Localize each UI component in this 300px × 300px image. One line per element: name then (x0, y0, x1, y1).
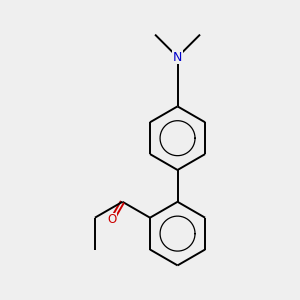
Text: O: O (107, 213, 117, 226)
Text: N: N (173, 51, 182, 64)
